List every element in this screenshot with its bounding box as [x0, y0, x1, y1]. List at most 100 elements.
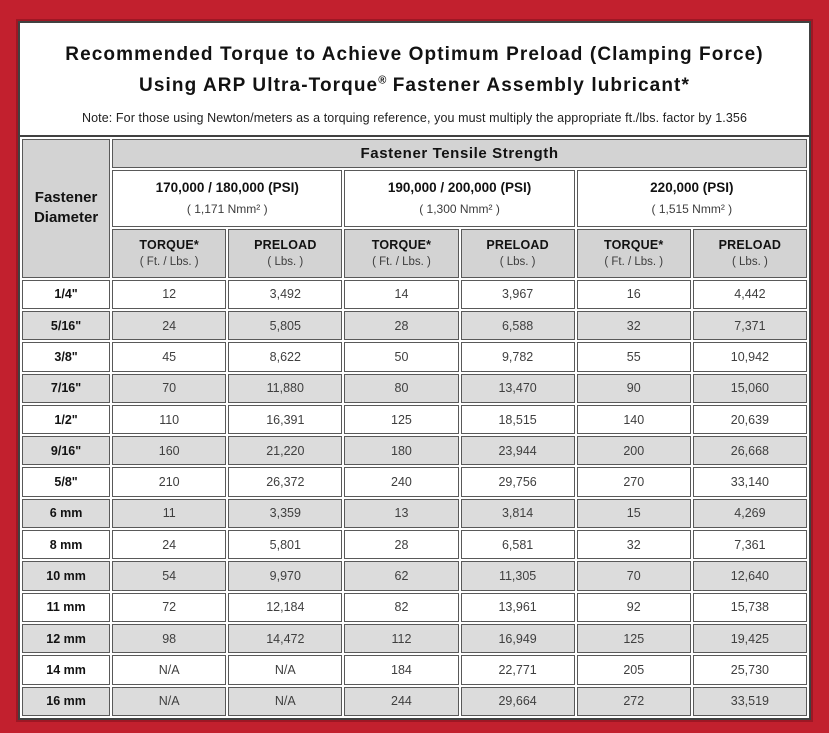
- torque-cell: N/A: [112, 686, 227, 716]
- psi-group-header-220: 220,000 (PSI) ( 1,515 Nmm² ): [576, 169, 807, 227]
- torque-cell: 180: [344, 436, 459, 466]
- torque-cell: 15: [576, 498, 691, 529]
- row-header-diameter: 1/4": [22, 279, 111, 309]
- torque-preload-subheader-row: TORQUE* ( Ft. / Lbs. ) PRELOAD ( Lbs. ) …: [22, 228, 807, 278]
- preload-cell: N/A: [228, 655, 343, 685]
- diameter-header-line-1: Fastener: [34, 188, 98, 206]
- nmm-label: ( 1,300 Nmm² ): [419, 202, 500, 217]
- table-row: 1/4" 12 3,492 14 3,967 16 4,442: [22, 279, 807, 309]
- preload-cell: 33,519: [692, 686, 807, 716]
- table-row: 10 mm 54 9,970 62 11,305 70 12,640: [22, 561, 807, 591]
- diameter-column-header: Fastener Diameter: [22, 138, 111, 278]
- preload-cell: 26,668: [692, 436, 807, 466]
- torque-cell: 125: [576, 623, 691, 654]
- torque-cell: 62: [344, 561, 459, 591]
- preload-cell: 18,515: [460, 404, 575, 435]
- row-header-diameter: 5/16": [22, 310, 111, 341]
- torque-cell: 32: [576, 530, 691, 560]
- row-header-diameter: 9/16": [22, 436, 111, 466]
- table-row: 3/8" 45 8,622 50 9,782 55 10,942: [22, 342, 807, 372]
- preload-label: PRELOAD: [718, 238, 782, 253]
- torque-cell: 70: [576, 561, 691, 591]
- table-row: 5/8" 210 26,372 240 29,756 270 33,140: [22, 467, 807, 497]
- torque-cell: 92: [576, 592, 691, 622]
- torque-cell: 110: [112, 404, 227, 435]
- torque-cell: 140: [576, 404, 691, 435]
- preload-cell: 25,730: [692, 655, 807, 685]
- torque-cell: 16: [576, 279, 691, 309]
- psi-group-header-170-180: 170,000 / 180,000 (PSI) ( 1,171 Nmm² ): [112, 169, 343, 227]
- torque-cell: 14: [344, 279, 459, 309]
- preload-cell: 19,425: [692, 623, 807, 654]
- torque-unit-label: ( Ft. / Lbs. ): [139, 256, 199, 269]
- torque-cell: 200: [576, 436, 691, 466]
- torque-cell: 45: [112, 342, 227, 372]
- preload-cell: 11,880: [228, 373, 343, 403]
- preload-cell: 21,220: [228, 436, 343, 466]
- psi-group-header-190-200: 190,000 / 200,000 (PSI) ( 1,300 Nmm² ): [344, 169, 575, 227]
- torque-cell: 70: [112, 373, 227, 403]
- page-title-line-2: Using ARP Ultra-Torque® Fastener Assembl…: [28, 70, 801, 101]
- tensile-strength-header-row: Fastener Diameter Fastener Tensile Stren…: [22, 138, 807, 278]
- psi-group-header-row: 170,000 / 180,000 (PSI) ( 1,171 Nmm² ) 1…: [22, 169, 807, 227]
- preload-subheader-2: PRELOAD ( Lbs. ): [460, 228, 575, 278]
- preload-cell: 16,949: [460, 623, 575, 654]
- row-header-diameter: 1/2": [22, 404, 111, 435]
- torque-cell: 12: [112, 279, 227, 309]
- preload-cell: 6,588: [460, 310, 575, 341]
- psi-label: 190,000 / 200,000 (PSI): [387, 180, 532, 196]
- preload-cell: 15,060: [692, 373, 807, 403]
- preload-cell: 9,970: [228, 561, 343, 591]
- preload-subheader-3: PRELOAD ( Lbs. ): [692, 228, 807, 278]
- preload-cell: 5,805: [228, 310, 343, 341]
- torque-cell: 54: [112, 561, 227, 591]
- preload-label: PRELOAD: [254, 238, 317, 253]
- preload-cell: 23,944: [460, 436, 575, 466]
- table-row: 6 mm 11 3,359 13 3,814 15 4,269: [22, 498, 807, 529]
- preload-cell: 14,472: [228, 623, 343, 654]
- row-header-diameter: 12 mm: [22, 623, 111, 654]
- preload-cell: N/A: [228, 686, 343, 716]
- preload-cell: 15,738: [692, 592, 807, 622]
- torque-label: TORQUE*: [371, 238, 432, 253]
- torque-cell: 98: [112, 623, 227, 654]
- torque-cell: N/A: [112, 655, 227, 685]
- row-header-diameter: 14 mm: [22, 655, 111, 685]
- table-row: 8 mm 24 5,801 28 6,581 32 7,361: [22, 530, 807, 560]
- conversion-note: Note: For those using Newton/meters as a…: [81, 110, 747, 125]
- preload-cell: 29,664: [460, 686, 575, 716]
- torque-cell: 11: [112, 498, 227, 529]
- document-page: Recommended Torque to Achieve Optimum Pr…: [18, 21, 811, 720]
- preload-cell: 3,359: [228, 498, 343, 529]
- torque-cell: 28: [344, 530, 459, 560]
- page-title-line-1: Recommended Torque to Achieve Optimum Pr…: [65, 44, 764, 65]
- torque-cell: 90: [576, 373, 691, 403]
- torque-cell: 210: [112, 467, 227, 497]
- table-row: 5/16" 24 5,805 28 6,588 32 7,371: [22, 310, 807, 341]
- torque-cell: 240: [344, 467, 459, 497]
- preload-unit-label: ( Lbs. ): [499, 256, 536, 269]
- title-line-2-text: Using ARP Ultra-Torque: [139, 75, 379, 97]
- torque-unit-label: ( Ft. / Lbs. ): [604, 256, 664, 269]
- title-line-2-text-end: Fastener Assembly lubricant*: [386, 75, 690, 97]
- preload-cell: 29,756: [460, 467, 575, 497]
- torque-cell: 125: [344, 404, 459, 435]
- row-header-diameter: 16 mm: [22, 686, 111, 716]
- row-header-diameter: 11 mm: [22, 592, 111, 622]
- torque-cell: 24: [112, 530, 227, 560]
- preload-unit-label: ( Lbs. ): [732, 256, 768, 269]
- table-row: 9/16" 160 21,220 180 23,944 200 26,668: [22, 436, 807, 466]
- preload-subheader-1: PRELOAD ( Lbs. ): [228, 228, 343, 278]
- row-header-diameter: 5/8": [22, 467, 111, 497]
- preload-label: PRELOAD: [486, 238, 549, 253]
- torque-cell: 270: [576, 467, 691, 497]
- preload-cell: 7,361: [692, 530, 807, 560]
- tensile-strength-header: Fastener Tensile Strength: [112, 138, 807, 168]
- row-header-diameter: 7/16": [22, 373, 111, 403]
- diameter-header-line-2: Diameter: [33, 209, 99, 227]
- title-block: Recommended Torque to Achieve Optimum Pr…: [20, 23, 809, 135]
- torque-cell: 82: [344, 592, 459, 622]
- preload-cell: 33,140: [692, 467, 807, 497]
- torque-spec-table: Fastener Diameter Fastener Tensile Stren…: [20, 134, 809, 718]
- preload-cell: 3,814: [460, 498, 575, 529]
